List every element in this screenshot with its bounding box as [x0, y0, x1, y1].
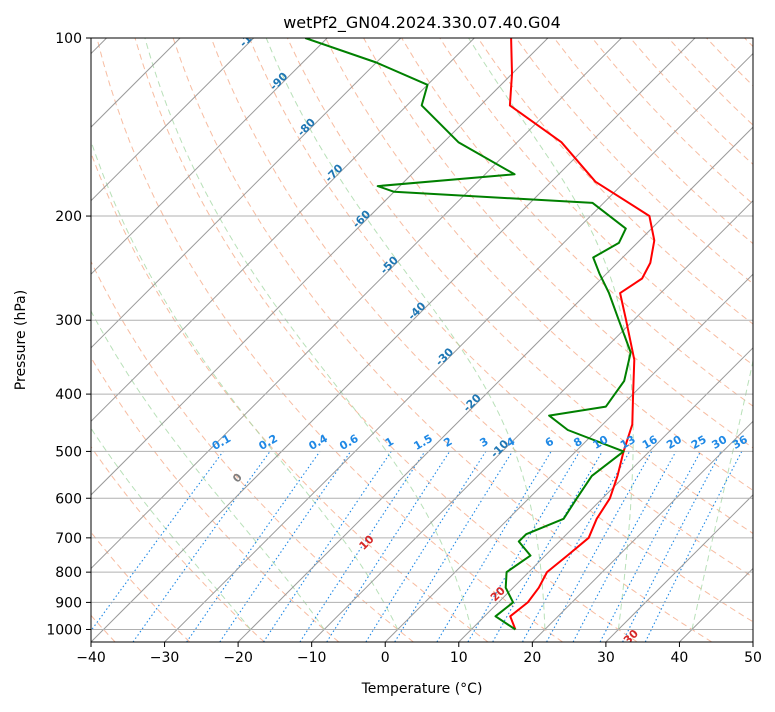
isotherm-line: [0, 38, 401, 642]
dry-adiabat-label: -30: [433, 345, 456, 368]
dewpoint-line: [305, 38, 631, 630]
mixing-ratio-line: [547, 451, 652, 642]
mixing-ratio-line: [437, 451, 551, 642]
mixing-ratio-line: [264, 451, 392, 642]
moist-adiabat-line: [64, 38, 398, 630]
mixing-ratio-line: [523, 451, 630, 642]
dry-adiabat-label: -60: [350, 207, 373, 230]
mixing-ratio-label: 10: [591, 433, 611, 452]
isotherm-line: [679, 38, 775, 642]
dry-adiabat-line: [97, 38, 563, 642]
dry-adiabat-label: -90: [267, 70, 290, 93]
mixing-ratio-label: 16: [640, 433, 660, 452]
dry-adiabat-line: [668, 38, 775, 642]
x-tick-label: −20: [223, 650, 253, 666]
x-tick-label: −40: [76, 650, 106, 666]
moist-adiabat-lines: [0, 38, 775, 630]
isotherm-line: [238, 38, 775, 642]
isotherm-line: [17, 38, 621, 642]
x-tick-label: 30: [597, 650, 615, 666]
mixing-ratio-label: 0.4: [306, 432, 330, 453]
dry-adiabat-label: -80: [295, 116, 318, 139]
dry-adiabat-line: [21, 38, 414, 642]
x-axis-label: Temperature (°C): [361, 681, 483, 697]
mixing-ratio-label: 3: [477, 435, 490, 450]
isotherm-line: [165, 38, 769, 642]
dry-adiabat-line: [0, 38, 264, 642]
dry-adiabat-label: -100: [237, 21, 266, 50]
y-axis-label: Pressure (hPa): [13, 290, 29, 390]
dry-adiabat-lines: [0, 38, 775, 642]
temperature-line: [510, 38, 654, 630]
dry-adiabat-line: [59, 38, 488, 642]
y-tick-label: 500: [55, 444, 82, 460]
moist-adiabat-line: [692, 38, 775, 630]
x-tick-label: 10: [450, 650, 468, 666]
y-tick-label: 100: [55, 31, 82, 47]
profile-series: [305, 38, 654, 630]
mixing-ratio-label: 1: [383, 435, 396, 450]
dry-adiabat-line: [516, 38, 775, 642]
moist-adiabat-line: [469, 38, 634, 630]
chart-title: wetPf2_GN04.2024.330.07.40.G04: [283, 13, 561, 33]
isotherm-lines: [0, 38, 775, 642]
mixing-ratio-label: 0.2: [257, 432, 280, 453]
x-tick-label: 20: [523, 650, 541, 666]
mixing-ratio-label: 13: [618, 433, 638, 452]
x-tick-label: 40: [671, 650, 689, 666]
dry-adiabat-label: 40: [756, 664, 775, 684]
mixing-ratio-label: 25: [689, 433, 709, 452]
isobar-lines: [91, 38, 753, 629]
mixing-ratio-label: 0.1: [210, 432, 233, 453]
y-tick-label: 700: [55, 531, 82, 547]
isotherm-line: [91, 38, 695, 642]
isotherm-line: [753, 38, 775, 642]
dry-adiabat-line: [592, 38, 775, 642]
moist-adiabat-line: [0, 38, 251, 630]
dry-adiabat-line: [135, 38, 637, 642]
mixing-ratio-label: 8: [571, 435, 584, 450]
isotherm-line: [0, 38, 254, 642]
isotherm-line: [459, 38, 775, 642]
dry-adiabat-line: [554, 38, 775, 642]
y-tick-label: 200: [55, 209, 82, 225]
y-tick-label: 1000: [46, 622, 82, 638]
mixing-ratio-label: 1.5: [411, 432, 434, 453]
y-tick-label: 400: [55, 387, 82, 403]
mixing-ratio-line: [83, 451, 223, 642]
mixing-ratio-label: 20: [664, 433, 684, 452]
x-tick-label: 0: [381, 650, 390, 666]
isotherm-line: [532, 38, 775, 642]
dry-adiabat-line: [707, 38, 775, 642]
dry-adiabat-label: -50: [378, 253, 401, 276]
y-tick-label: 900: [55, 595, 82, 611]
isotherm-line: [0, 38, 548, 642]
mixing-ratio-line: [645, 451, 742, 642]
dry-adiabat-line: [745, 38, 775, 642]
x-tick-label: −10: [297, 650, 327, 666]
mixing-ratio-line: [366, 451, 486, 642]
y-tick-label: 600: [55, 491, 82, 507]
dry-adiabat-label: -20: [461, 391, 484, 414]
y-tick-label: 300: [55, 313, 82, 329]
x-tick-label: 50: [744, 650, 762, 666]
y-tick-label: 800: [55, 565, 82, 581]
dry-adiabat-line: [0, 38, 339, 642]
plot-frame: [91, 38, 753, 642]
mixing-ratio-line: [327, 451, 450, 642]
dry-adiabat-label: 10: [357, 532, 377, 552]
dry-adiabat-label: -40: [405, 299, 428, 322]
x-tick-label: −30: [150, 650, 180, 666]
mixing-ratio-label: 6: [543, 435, 556, 450]
mixing-ratio-lines: [83, 451, 742, 642]
mixing-ratio-label: 30: [709, 433, 729, 452]
